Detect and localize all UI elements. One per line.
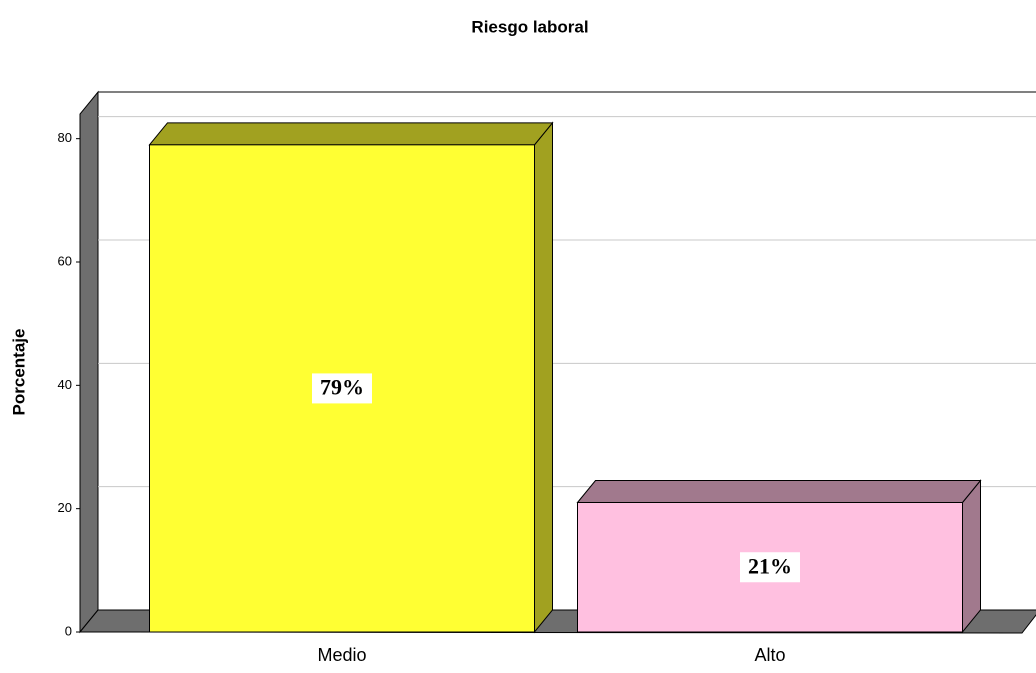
left-wall <box>79 90 99 634</box>
value-label-box <box>740 552 800 583</box>
value-label-box <box>312 373 372 404</box>
bar-side <box>534 121 553 634</box>
value-label: 21% <box>748 553 792 578</box>
value-label: 79% <box>320 374 364 399</box>
chart-title: Riesgo laboral <box>471 17 588 36</box>
bar-top <box>576 480 982 503</box>
y-axis-label: Porcentaje <box>9 329 28 416</box>
y-tick-label: 80 <box>58 130 72 145</box>
y-tick-label: 0 <box>65 623 72 638</box>
y-tick-label: 40 <box>58 377 72 392</box>
y-tick-label: 20 <box>58 500 72 515</box>
y-tick-label: 60 <box>58 253 72 268</box>
bar-side <box>962 479 981 634</box>
bar-top <box>148 122 554 146</box>
x-tick-label: Alto <box>754 645 785 665</box>
x-tick-label: Medio <box>317 645 366 665</box>
